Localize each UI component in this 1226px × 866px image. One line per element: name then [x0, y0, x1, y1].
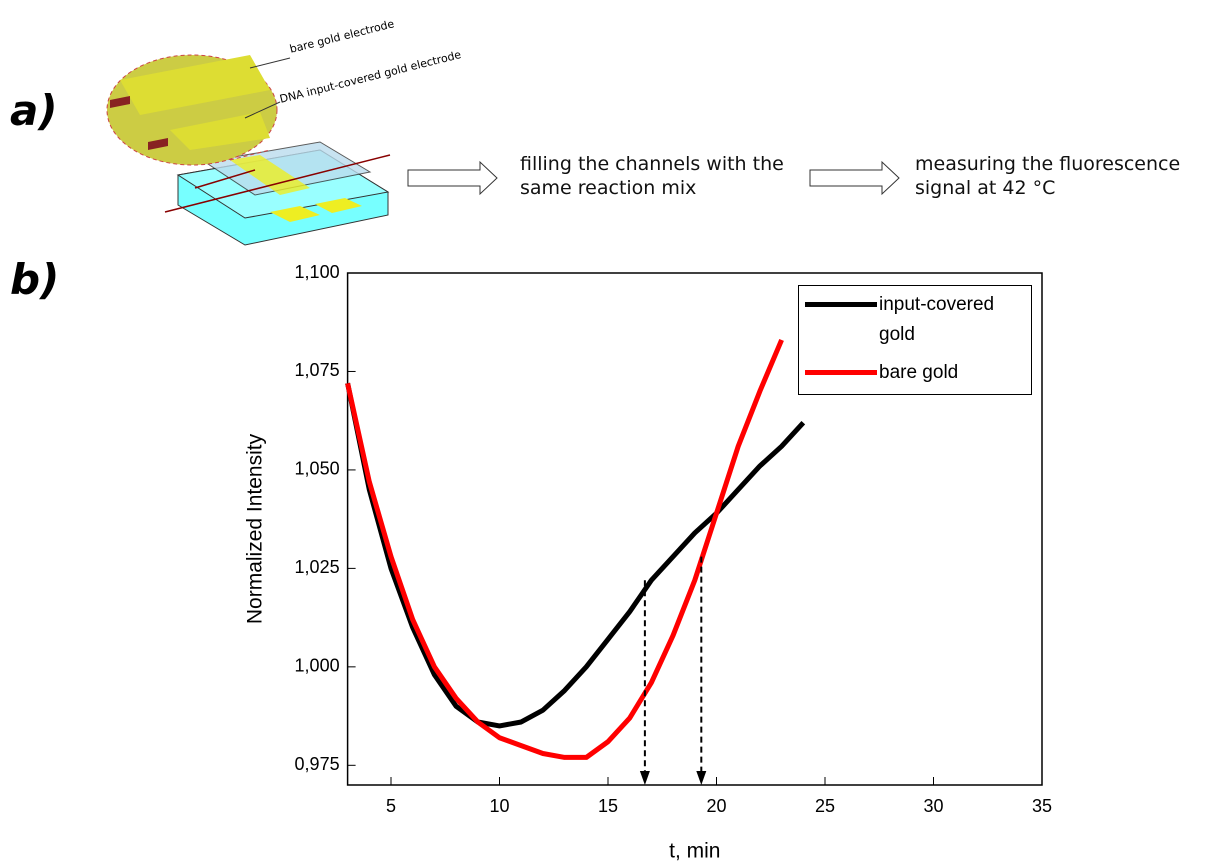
series-line [345, 382, 806, 729]
x-tick-label: 10 [489, 796, 509, 816]
step-text: measuring the fluorescence signal at 42 … [915, 153, 1181, 199]
device-sketch: bare gold electrode DNA input-covered go… [106, 17, 463, 246]
x-tick-label: 35 [1032, 796, 1052, 816]
legend-swatch [805, 302, 877, 307]
y-tick-label: 1,000 [295, 656, 340, 676]
legend-label: bare gold [879, 362, 959, 383]
y-tick-label: 1,025 [295, 557, 340, 577]
step-text: filling the channels with the same react… [520, 153, 784, 199]
x-tick-label: 25 [815, 796, 835, 816]
panel-label: a) [10, 86, 58, 135]
y-tick-label: 1,100 [295, 262, 340, 282]
y-tick-label: 1,075 [295, 360, 340, 380]
legend-swatch [805, 370, 877, 375]
panel-label: b) [10, 255, 60, 304]
plot-frame [346, 272, 1043, 786]
x-tick-label: 15 [598, 796, 618, 816]
callout: bare gold electrode [288, 17, 395, 56]
arrow-head [639, 771, 650, 785]
x-tick-label: 20 [706, 796, 726, 816]
y-axis-title: Normalized Intensity [244, 433, 267, 624]
y-tick-label: 0,975 [295, 754, 340, 774]
series-line [345, 338, 784, 760]
callout: DNA input-covered gold electrode [278, 48, 462, 106]
x-tick-label: 5 [386, 796, 396, 816]
flow-arrows [407, 160, 900, 196]
legend-label: input-covered gold [879, 294, 995, 345]
x-tick-label: 30 [923, 796, 943, 816]
x-axis-title: t, min [669, 840, 720, 863]
legend: input-covered gold bare gold [798, 285, 1032, 395]
y-tick-label: 1,050 [295, 459, 340, 479]
arrow-head [696, 771, 707, 785]
